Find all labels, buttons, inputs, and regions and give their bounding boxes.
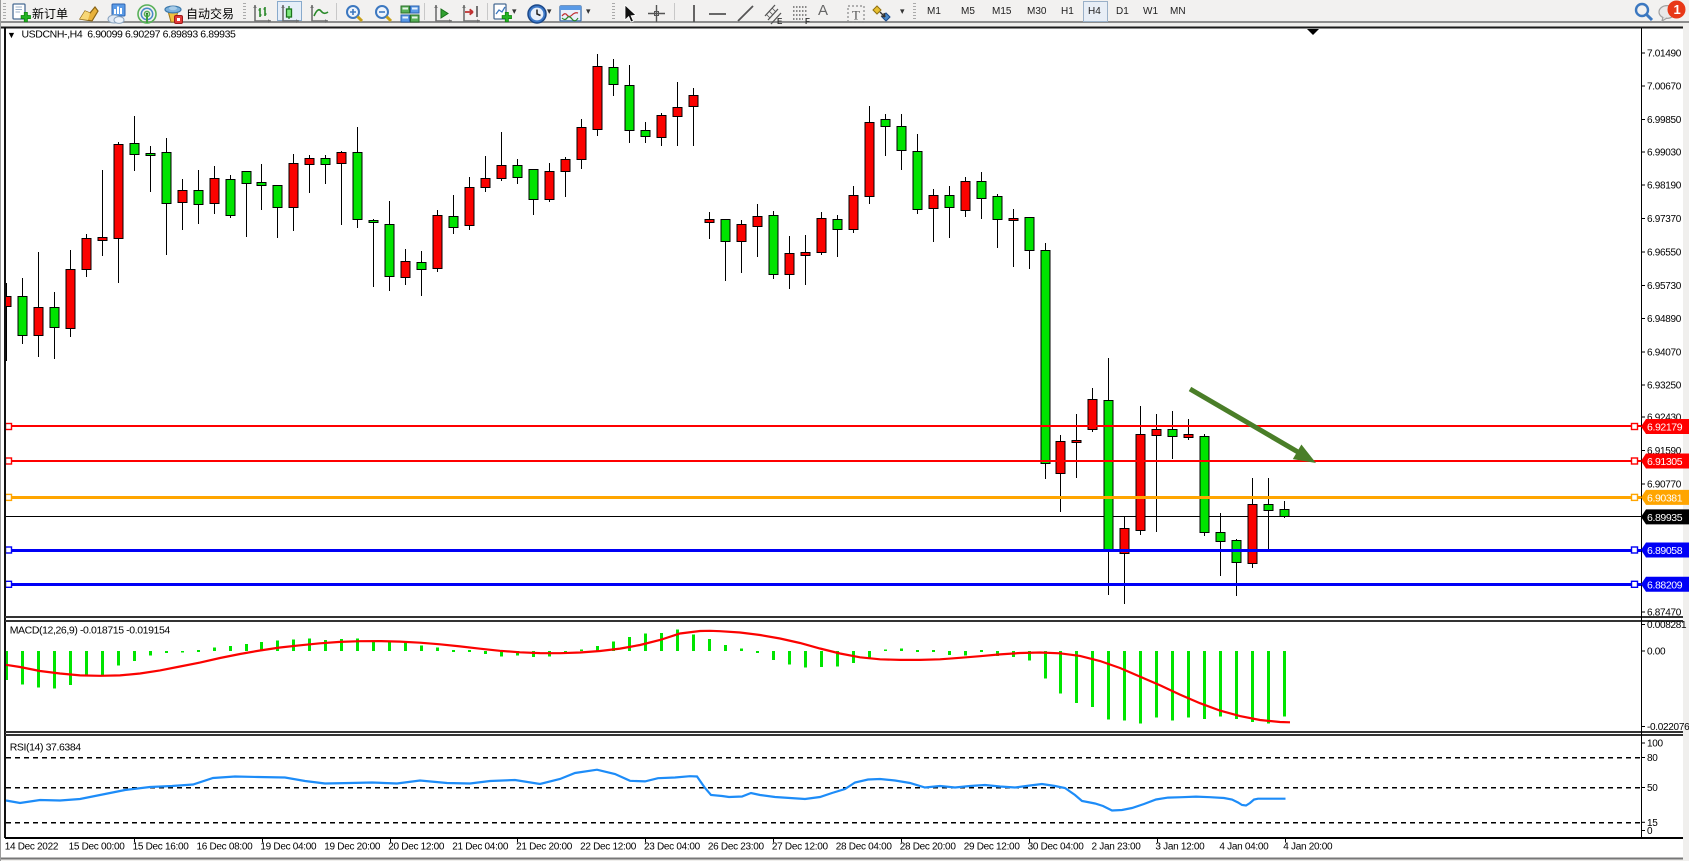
svg-text:4 Jan 04:00: 4 Jan 04:00 [1219, 842, 1269, 853]
svg-text:21 Dec 04:00: 21 Dec 04:00 [452, 842, 509, 853]
svg-text:MACD(12,26,9) -0.018715 -0.019: MACD(12,26,9) -0.018715 -0.019154 [10, 625, 171, 637]
svg-text:6.88209: 6.88209 [1647, 579, 1683, 591]
svg-text:6.92430: 6.92430 [1647, 413, 1682, 424]
svg-text:6.97370: 6.97370 [1647, 214, 1682, 225]
svg-text:6.98190: 6.98190 [1647, 181, 1682, 192]
svg-text:6.94890: 6.94890 [1647, 314, 1682, 325]
svg-text:15: 15 [1647, 818, 1658, 829]
svg-text:F: F [805, 17, 810, 25]
svg-text:50: 50 [1647, 783, 1658, 794]
svg-text:6.89935: 6.89935 [1647, 512, 1683, 524]
svg-text:6.93250: 6.93250 [1647, 381, 1682, 392]
svg-text:7.01490: 7.01490 [1647, 49, 1682, 60]
svg-text:6.94070: 6.94070 [1647, 348, 1682, 359]
svg-text:0.00: 0.00 [1647, 647, 1666, 658]
svg-text:2 Jan 23:00: 2 Jan 23:00 [1092, 842, 1142, 853]
svg-text:26 Dec 23:00: 26 Dec 23:00 [708, 842, 765, 853]
svg-text:6.95730: 6.95730 [1647, 281, 1682, 292]
svg-text:19 Dec 20:00: 19 Dec 20:00 [324, 842, 381, 853]
svg-text:▼: ▼ [7, 30, 16, 40]
svg-text:4 Jan 20:00: 4 Jan 20:00 [1283, 842, 1333, 853]
svg-text:6.87470: 6.87470 [1647, 608, 1682, 619]
svg-text:19 Dec 04:00: 19 Dec 04:00 [260, 842, 317, 853]
svg-text:80: 80 [1647, 753, 1658, 764]
svg-text:22 Dec 12:00: 22 Dec 12:00 [580, 842, 637, 853]
svg-text:6.92179: 6.92179 [1647, 422, 1683, 434]
svg-text:29 Dec 12:00: 29 Dec 12:00 [964, 842, 1021, 853]
svg-text:7.00670: 7.00670 [1647, 82, 1682, 93]
svg-text:16 Dec 08:00: 16 Dec 08:00 [197, 842, 254, 853]
svg-text:6.99030: 6.99030 [1647, 148, 1682, 159]
svg-text:USDCNH-,H4 6.90099 6.90297 6.: USDCNH-,H4 6.90099 6.90297 6.89893 6.899… [22, 29, 237, 41]
svg-text:-0.022076: -0.022076 [1647, 722, 1689, 733]
svg-text:6.89058: 6.89058 [1647, 545, 1683, 557]
svg-text:E: E [777, 17, 783, 25]
svg-text:0.008281: 0.008281 [1647, 620, 1687, 631]
svg-text:0: 0 [1647, 826, 1653, 837]
svg-text:27 Dec 12:00: 27 Dec 12:00 [772, 842, 829, 853]
svg-text:20 Dec 12:00: 20 Dec 12:00 [388, 842, 445, 853]
svg-text:6.90770: 6.90770 [1647, 480, 1682, 491]
svg-text:30 Dec 04:00: 30 Dec 04:00 [1028, 842, 1085, 853]
svg-text:6.91305: 6.91305 [1647, 456, 1683, 468]
svg-text:3 Jan 12:00: 3 Jan 12:00 [1155, 842, 1205, 853]
svg-text:14 Dec 2022: 14 Dec 2022 [5, 842, 59, 853]
svg-text:6.90381: 6.90381 [1647, 492, 1683, 504]
svg-text:100: 100 [1647, 739, 1664, 750]
svg-text:28 Dec 20:00: 28 Dec 20:00 [900, 842, 957, 853]
svg-text:6.91590: 6.91590 [1647, 446, 1682, 457]
svg-text:6.99850: 6.99850 [1647, 115, 1682, 126]
svg-text:T: T [852, 8, 860, 23]
svg-text:15 Dec 16:00: 15 Dec 16:00 [133, 842, 190, 853]
svg-text:RSI(14) 37.6384: RSI(14) 37.6384 [10, 742, 82, 754]
svg-text:1: 1 [1674, 2, 1681, 17]
svg-text:15 Dec 00:00: 15 Dec 00:00 [69, 842, 126, 853]
svg-text:23 Dec 04:00: 23 Dec 04:00 [644, 842, 701, 853]
svg-text:6.96550: 6.96550 [1647, 248, 1682, 259]
svg-text:28 Dec 04:00: 28 Dec 04:00 [836, 842, 893, 853]
svg-text:21 Dec 20:00: 21 Dec 20:00 [516, 842, 573, 853]
